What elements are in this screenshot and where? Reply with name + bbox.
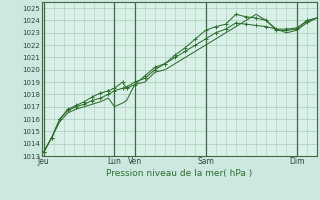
X-axis label: Pression niveau de la mer( hPa ): Pression niveau de la mer( hPa ) <box>106 169 252 178</box>
